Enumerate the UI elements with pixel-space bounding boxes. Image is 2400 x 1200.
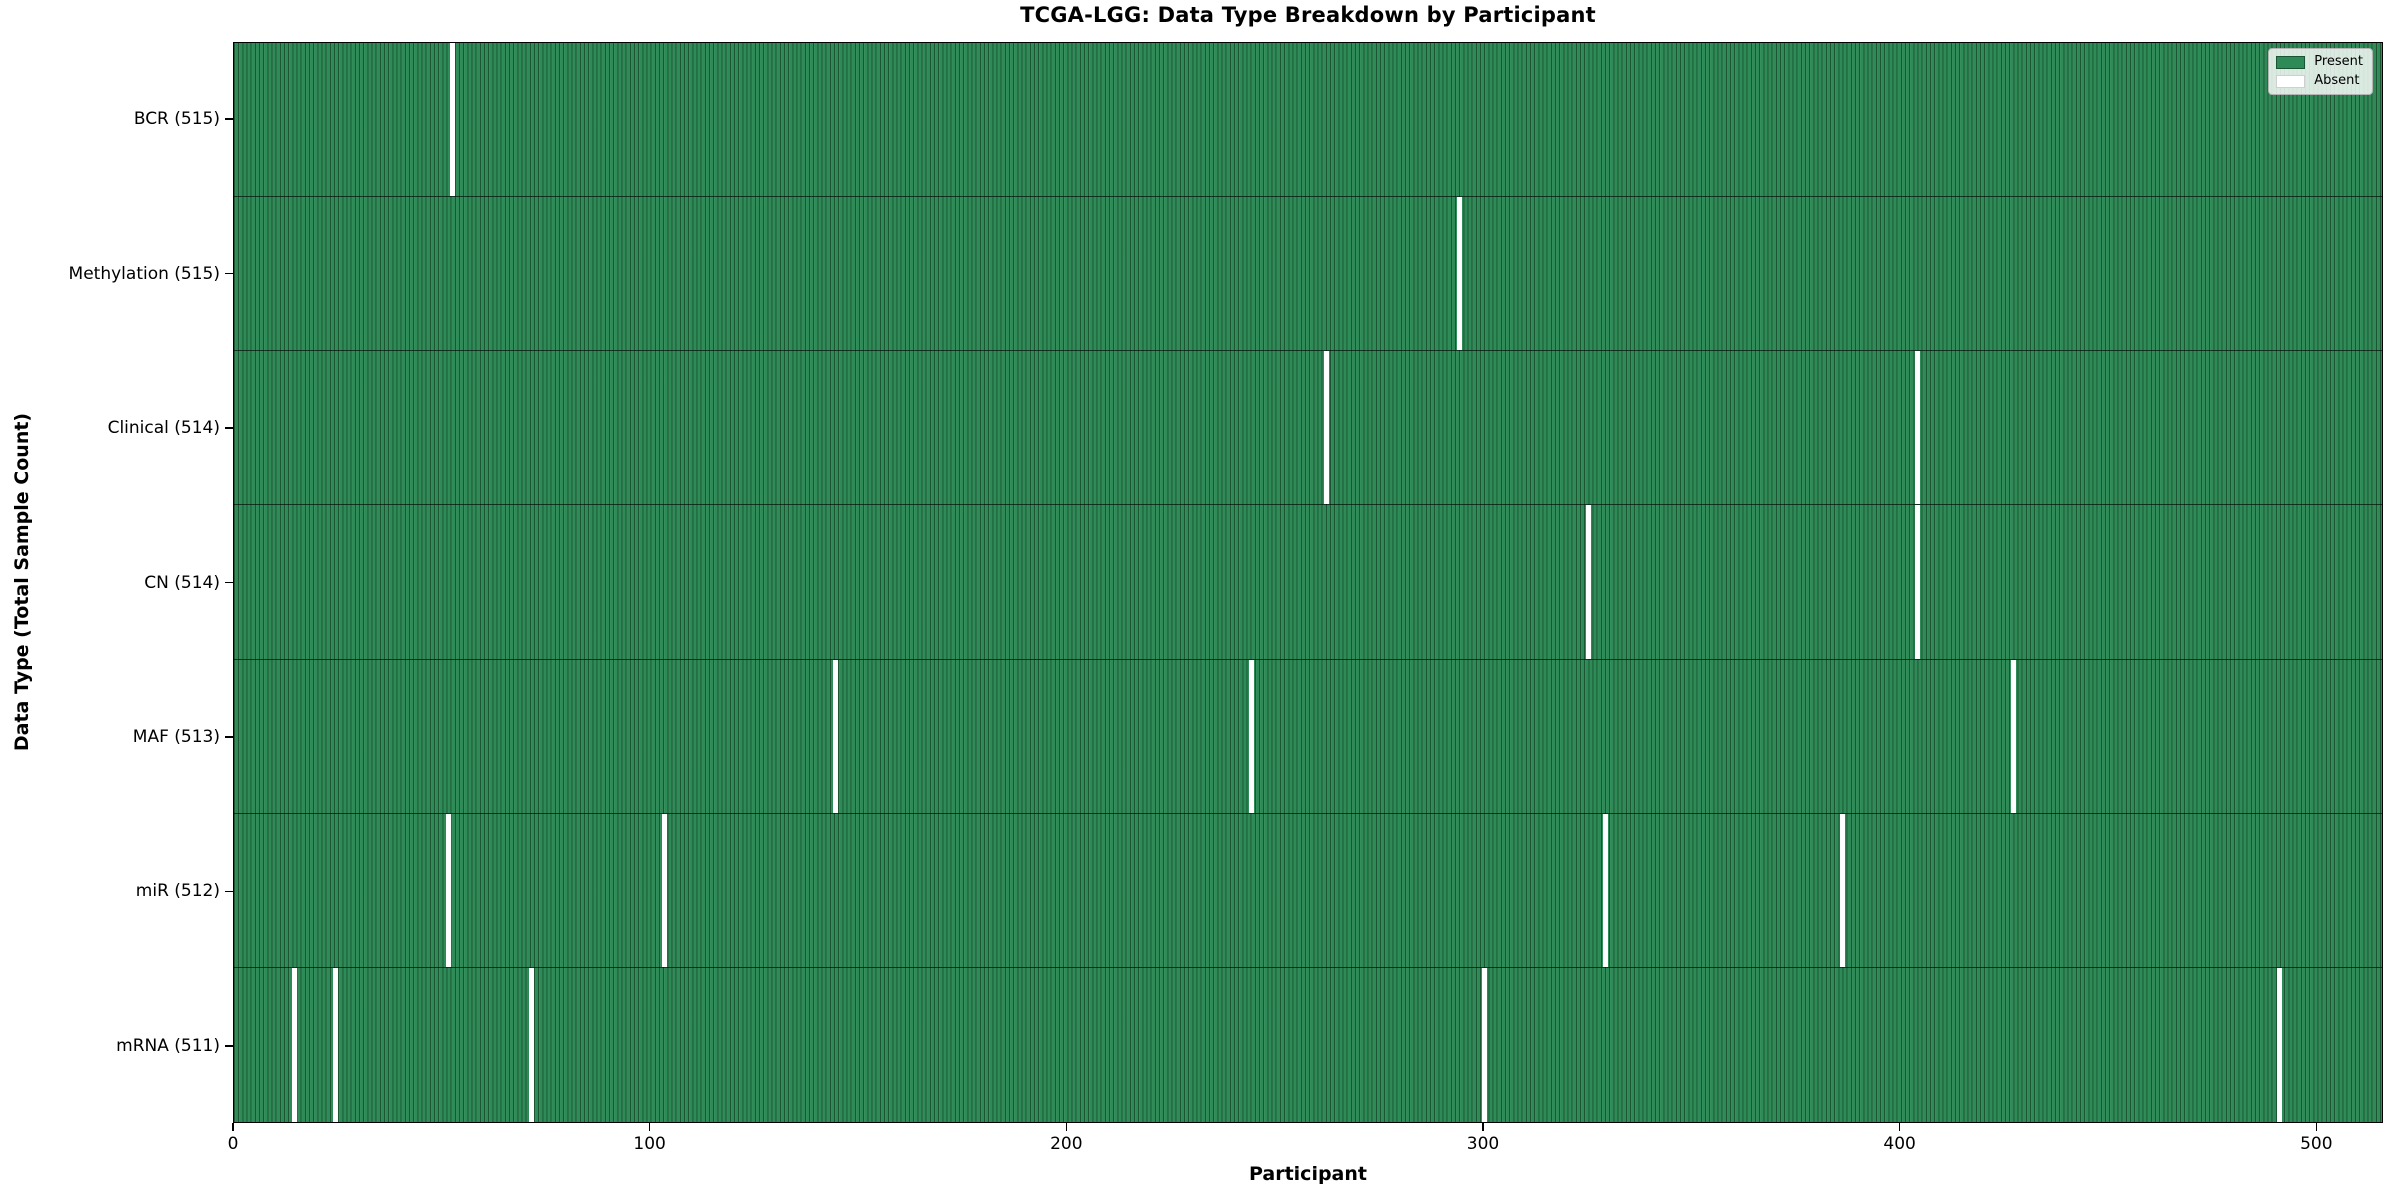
x-tick-label-400: 400 (1883, 1134, 1916, 1154)
absent-gap (1586, 505, 1592, 659)
y-tick-label-methylation-515: Methylation (515) (68, 263, 220, 284)
y-tick-label-maf-513: MAF (513) (132, 726, 220, 747)
absent-gap (2277, 967, 2283, 1122)
heatmap-row-bcr-515 (234, 43, 2382, 198)
x-tick-label-500: 500 (2300, 1134, 2333, 1154)
absent-gap (832, 659, 838, 813)
x-tick-mark (1898, 1123, 1901, 1131)
legend: Present Absent (2268, 48, 2373, 95)
absent-gap (1324, 351, 1330, 505)
legend-item-absent: Absent (2276, 74, 2363, 88)
y-tick-label-clinical-514: Clinical (514) (107, 418, 220, 439)
heatmap-row-clinical-514 (234, 351, 2382, 506)
absent-gap (2011, 659, 2016, 813)
x-tick-mark (2315, 1123, 2318, 1131)
absent-gap (1915, 505, 1921, 659)
y-tick-mark (225, 427, 233, 429)
x-tick-mark (1482, 1123, 1484, 1131)
x-tick-label-100: 100 (633, 1134, 666, 1154)
absent-gap (333, 967, 339, 1122)
absent-gap (1249, 659, 1255, 813)
absent-gap (662, 813, 668, 967)
x-tick-label-0: 0 (227, 1134, 239, 1154)
absent-gap (1603, 813, 1609, 967)
x-tick-label-200: 200 (1050, 1134, 1083, 1154)
y-tick-mark (225, 118, 233, 120)
legend-label-absent: Absent (2314, 73, 2360, 88)
legend-item-present: Present (2276, 55, 2363, 69)
absent-gap (1840, 813, 1846, 967)
heatmap-row-cn-514 (234, 505, 2382, 660)
absent-gap (529, 967, 535, 1122)
absent-gap (1457, 197, 1463, 351)
legend-label-present: Present (2314, 54, 2363, 69)
absent-gap (291, 967, 297, 1122)
absent-gap (1482, 967, 1488, 1122)
x-tick-label-300: 300 (1466, 1134, 1500, 1154)
plot-area (233, 42, 2383, 1123)
heatmap-row-mrna-511 (234, 967, 2382, 1122)
heatmap-row-maf-513 (234, 659, 2382, 814)
heatmap-row-mir-512 (234, 813, 2382, 968)
y-tick-mark (225, 1044, 233, 1047)
absent-gap (449, 43, 455, 197)
x-tick-mark (1065, 1123, 1068, 1131)
y-tick-label-mrna-511: mRNA (511) (116, 1035, 220, 1056)
y-tick-label-cn-514: CN (514) (144, 572, 220, 593)
y-tick-label-mir-512: miR (512) (135, 881, 220, 902)
chart-title: TCGA-LGG: Data Type Breakdown by Partici… (1020, 3, 1596, 27)
x-tick-mark (232, 1123, 234, 1131)
present-swatch-icon (2276, 55, 2306, 69)
y-tick-mark (225, 581, 233, 584)
absent-swatch-icon (2276, 74, 2306, 88)
heatmap-row-methylation-515 (234, 197, 2382, 352)
y-tick-mark (225, 272, 233, 275)
x-tick-mark (648, 1123, 651, 1131)
y-tick-label-bcr-515: BCR (515) (133, 109, 220, 130)
y-tick-mark (225, 890, 233, 893)
y-tick-mark (225, 736, 233, 738)
absent-gap (445, 813, 451, 967)
absent-gap (1915, 351, 1921, 505)
x-axis-label: Participant (1248, 1163, 1367, 1185)
